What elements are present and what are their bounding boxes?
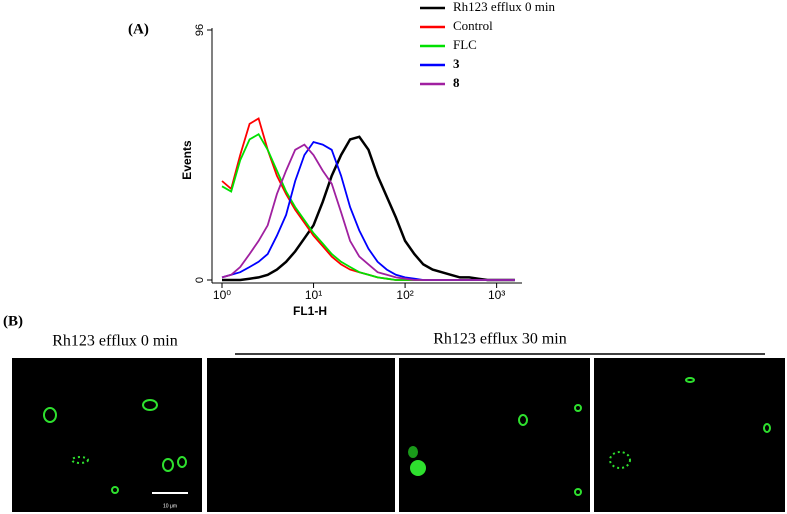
series-line (221, 143, 515, 281)
legend-label: Rh123 efflux 0 min (453, 0, 555, 14)
series-line (221, 132, 515, 281)
micrograph (399, 358, 590, 512)
cell (408, 446, 418, 458)
micrographs (12, 358, 785, 512)
cell (410, 460, 426, 476)
series-line (222, 135, 515, 282)
image-title: Rh123 efflux 30 min (433, 331, 566, 348)
scale-bar-label: 10 μm (163, 503, 177, 509)
legend-label: Control (453, 18, 493, 33)
x-tick-label: 10⁰ (213, 288, 231, 302)
micrograph (207, 358, 395, 512)
y-tick-label: 96 (194, 24, 206, 36)
y-tick-label: 0 (194, 277, 206, 283)
micrograph (594, 358, 785, 512)
micrograph (12, 358, 202, 512)
x-tick-label: 10³ (488, 288, 505, 302)
x-tick-label: 10¹ (305, 288, 322, 302)
series-line (221, 140, 515, 281)
y-axis-label: Events (180, 140, 194, 180)
image-title: Rh123 efflux 0 min (52, 333, 177, 350)
legend-label: 8 (453, 75, 460, 90)
legend-label: 3 (453, 56, 460, 71)
panel-label: (B) (3, 313, 23, 329)
x-tick-label: 10² (396, 288, 413, 302)
x-axis-label: FL1-H (293, 304, 327, 318)
legend-label: FLC (453, 37, 477, 52)
cells (43, 377, 771, 496)
panel-label: (A) (128, 21, 149, 37)
